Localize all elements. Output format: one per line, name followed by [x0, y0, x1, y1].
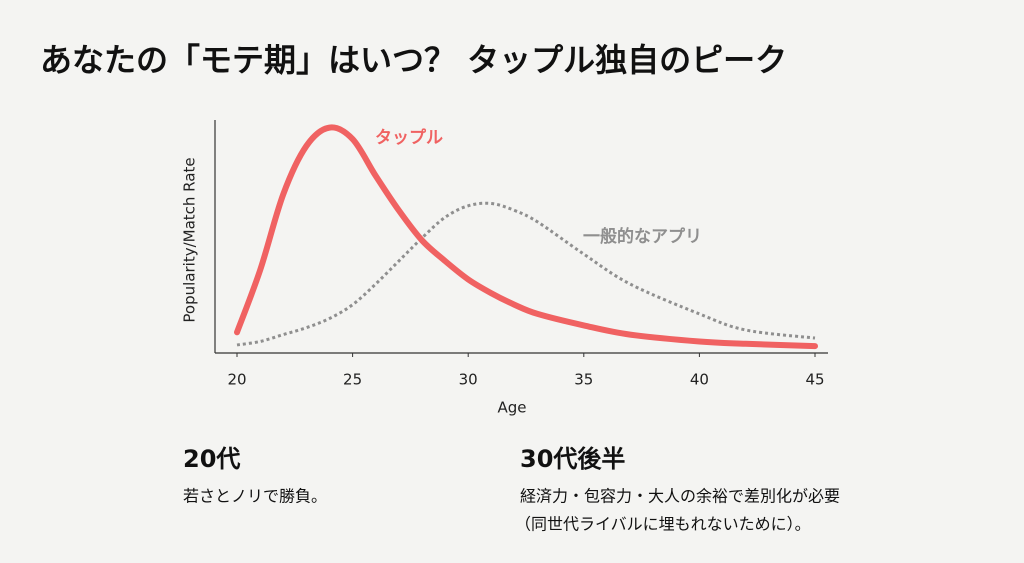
note-text: 経済力・包容力・大人の余裕で差別化が必要 — [520, 487, 840, 506]
series-label: タップル — [375, 127, 443, 148]
x-tick-label: 20 — [227, 371, 246, 389]
series-line — [236, 201, 816, 347]
x-axis-label: Age — [497, 399, 526, 417]
note-text: （同世代ライバルに埋もれないために）。 — [515, 515, 811, 534]
x-tick-label: 30 — [459, 371, 478, 389]
y-axis-label: Popularity/Match Rate — [181, 157, 199, 322]
x-tick-label: 25 — [343, 371, 362, 389]
x-tick-label: 40 — [690, 371, 709, 389]
x-tick-label: 35 — [574, 371, 593, 389]
x-tick-label: 45 — [805, 371, 824, 389]
series-line — [234, 124, 818, 350]
note-heading: 30代後半 — [520, 445, 625, 473]
note-heading: 20代 — [183, 445, 240, 473]
series-label: 一般的なアプリ — [583, 226, 702, 247]
heading: あなたの「モテ期」はいつ？ タップル独自のピーク — [40, 41, 787, 79]
note-text: 若さとノリで勝負。 — [183, 487, 327, 506]
